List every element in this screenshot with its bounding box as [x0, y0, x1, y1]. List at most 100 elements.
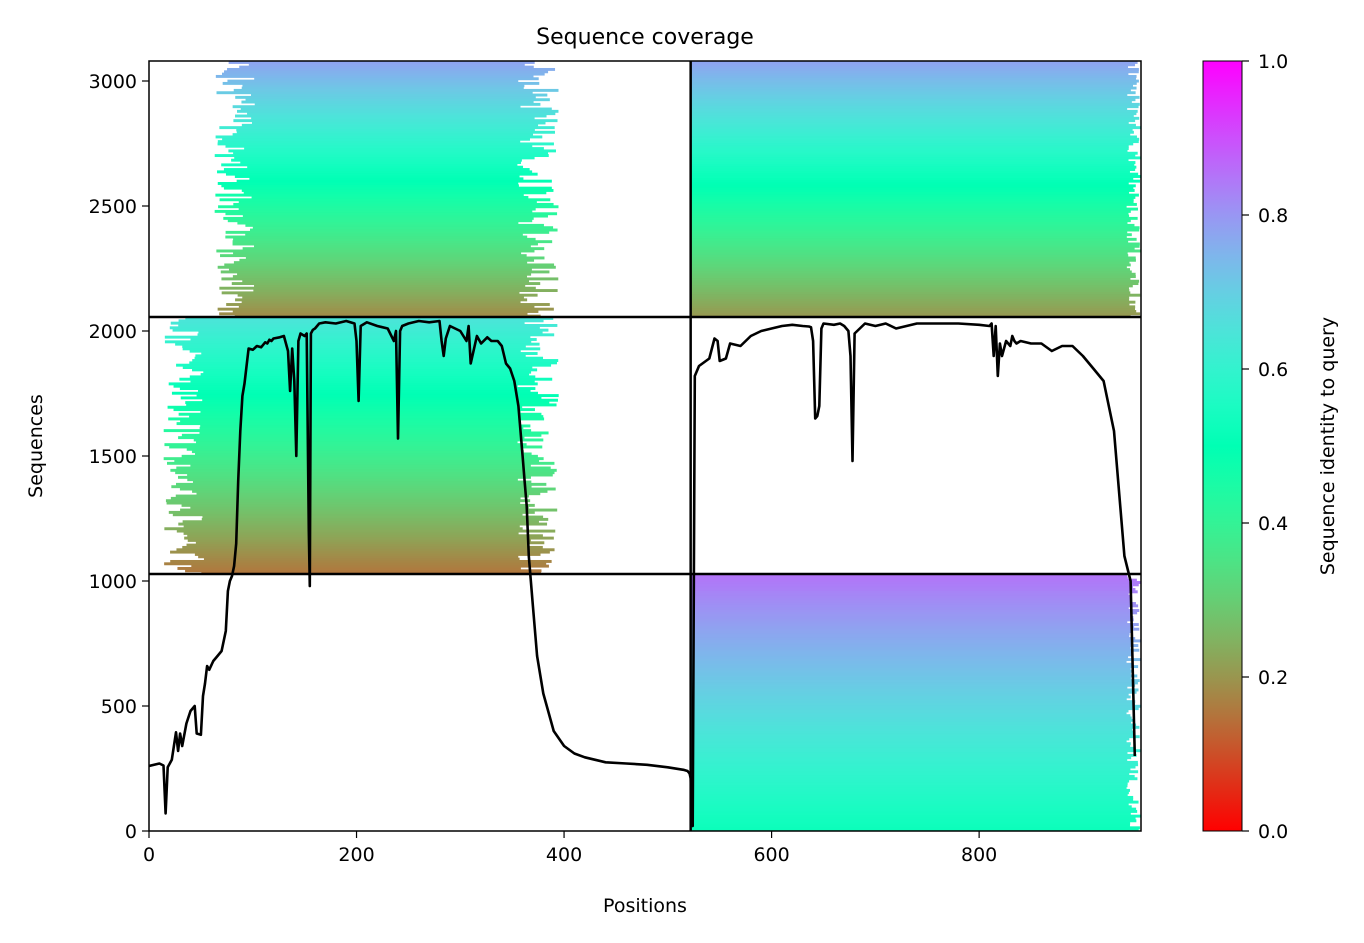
coverage-row: [232, 242, 538, 246]
coverage-row: [690, 70, 1139, 74]
coverage-row: [690, 697, 1127, 701]
coverage-row: [177, 475, 531, 479]
coverage-row: [236, 128, 535, 132]
coverage-row: [223, 216, 534, 220]
coverage-row: [690, 284, 1133, 288]
coverage-row: [690, 179, 1140, 183]
coverage-row: [690, 765, 1136, 769]
coverage-row: [690, 158, 1129, 162]
coverage-row: [221, 277, 559, 281]
coverage-row: [690, 681, 1138, 685]
coverage-row: [690, 777, 1138, 781]
coverage-row: [690, 251, 1128, 255]
coverage-row: [690, 742, 1131, 746]
coverage-row: [690, 209, 1131, 213]
coverage-row: [690, 630, 1133, 634]
coverage-row: [173, 408, 535, 412]
coverage-row: [222, 72, 545, 76]
coverage-row: [171, 485, 532, 489]
coverage-row: [167, 405, 523, 409]
coverage-row: [240, 161, 521, 164]
coverage-row: [690, 223, 1135, 227]
block-bottom-right: [690, 574, 1141, 831]
plot-frame: [148, 60, 1142, 832]
coverage-row: [214, 154, 549, 158]
coverage-row: [221, 163, 518, 167]
coverage-row: [180, 508, 558, 512]
coverage-row: [190, 506, 529, 510]
coverage-row: [690, 592, 1129, 596]
coverage-row: [690, 620, 1128, 624]
coverage-row: [181, 503, 535, 507]
coverage-row: [217, 170, 533, 174]
coverage-row: [690, 149, 1128, 153]
coverage-row: [690, 263, 1131, 267]
coverage-row: [690, 602, 1136, 605]
x-tick-label: 400: [546, 844, 582, 866]
coverage-row: [173, 384, 518, 388]
coverage-row: [690, 669, 1133, 673]
coverage-row: [690, 161, 1136, 164]
coverage-row: [200, 410, 521, 414]
coverage-row: [690, 639, 1141, 643]
coverage-row: [197, 333, 555, 337]
coverage-row: [690, 721, 1132, 725]
coverage-row: [219, 126, 555, 130]
coverage-row: [690, 646, 1131, 650]
coverage-row: [203, 370, 532, 374]
coverage-row: [690, 142, 1134, 146]
coverage-row: [690, 611, 1138, 615]
coverage-row: [690, 235, 1127, 239]
coverage-row: [182, 520, 539, 524]
coverage-row: [690, 714, 1131, 718]
coverage-row: [690, 272, 1136, 276]
coverage-row: [223, 186, 552, 190]
coverage-row: [690, 293, 1141, 297]
coverage-row: [219, 198, 551, 202]
coverage-row: [690, 788, 1131, 792]
coverage-row: [690, 279, 1140, 283]
coverage-row: [690, 256, 1136, 260]
coverage-row: [232, 240, 553, 244]
coverage-row: [690, 758, 1128, 762]
x-axis: 0 200 400 600 800: [143, 831, 997, 866]
coverage-row: [183, 531, 519, 535]
coverage-row: [690, 793, 1128, 797]
coverage-row: [219, 286, 536, 290]
coverage-row: [190, 464, 531, 468]
y-axis-label: Sequences: [25, 394, 47, 498]
coverage-row: [187, 538, 531, 542]
coverage-row: [176, 482, 547, 486]
y-tick-label: 1500: [89, 446, 137, 468]
coverage-row: [178, 436, 525, 440]
coverage-row: [176, 529, 556, 533]
coverage-row: [185, 401, 550, 405]
coverage-row: [690, 270, 1132, 274]
coverage-row: [690, 772, 1130, 776]
coverage-row: [690, 606, 1129, 610]
coverage-row: [178, 319, 544, 323]
coverage-row: [690, 595, 1132, 598]
coverage-row: [163, 457, 544, 461]
colorbar-tick-label: 0.8: [1258, 205, 1288, 227]
coverage-row: [690, 119, 1136, 123]
coverage-row: [690, 67, 1139, 71]
coverage-row: [176, 363, 552, 367]
coverage-row: [690, 634, 1130, 638]
coverage-row: [690, 177, 1134, 181]
coverage-row: [182, 545, 543, 549]
coverage-row: [222, 137, 530, 141]
coverage-row: [185, 317, 554, 320]
coverage-row: [170, 550, 550, 554]
coverage-row: [690, 249, 1141, 253]
coverage-row: [690, 651, 1134, 655]
coverage-row: [690, 240, 1129, 244]
x-tick-label: 600: [753, 844, 789, 866]
coverage-row: [690, 753, 1137, 757]
coverage-row: [690, 228, 1140, 232]
coverage-row: [690, 65, 1129, 69]
coverage-row: [690, 828, 1139, 831]
coverage-row: [251, 116, 535, 120]
